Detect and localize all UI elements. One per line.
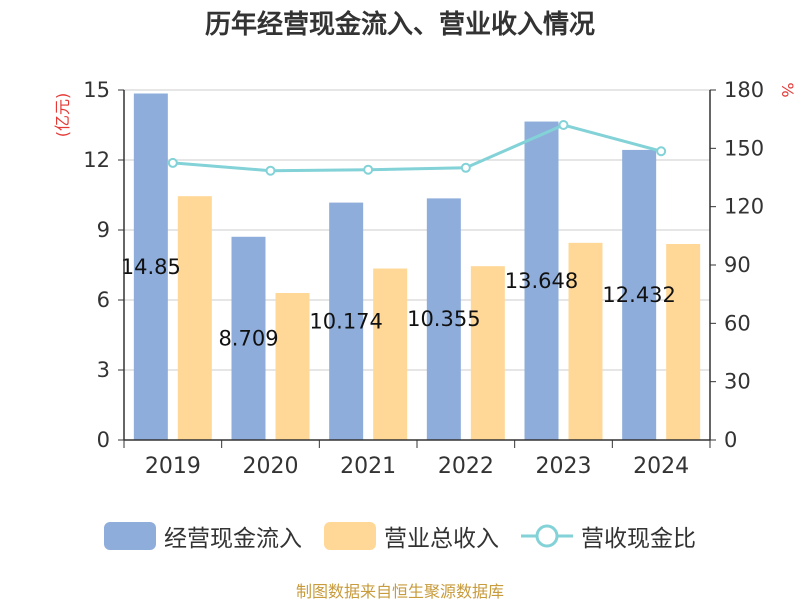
- y2-axis-tick-label: 0: [724, 428, 737, 452]
- bar-revenue: [275, 293, 310, 440]
- data-label-cash-inflow: 8.709: [218, 326, 278, 350]
- x-axis-tick-label: 2023: [536, 454, 592, 479]
- point-cash-ratio: [363, 164, 374, 175]
- legend-swatch-cash-inflow: [104, 522, 156, 550]
- legend-item-cash-ratio[interactable]: 营收现金比: [521, 519, 696, 553]
- point-cash-ratio: [656, 146, 667, 157]
- data-label-cash-inflow: 10.355: [407, 307, 480, 331]
- y2-axis-tick-label: 30: [724, 370, 751, 394]
- data-label-cash-inflow: 12.432: [602, 283, 675, 307]
- bar-cash-inflow: [231, 236, 266, 440]
- legend-line-marker-icon: [521, 524, 573, 548]
- x-axis-tick-label: 2019: [145, 454, 201, 479]
- bar-revenue: [568, 242, 603, 440]
- bar-cash-inflow: [524, 121, 559, 441]
- bar-cash-inflow: [622, 149, 657, 441]
- point-cash-ratio: [460, 162, 471, 173]
- legend-label-cash-inflow: 经营现金流入: [164, 526, 302, 552]
- y-axis-tick-label: 12: [83, 148, 110, 172]
- legend-item-revenue[interactable]: 营业总收入: [324, 519, 499, 553]
- x-axis-tick-label: 2024: [633, 454, 689, 479]
- y2-axis-tick-label: 180: [724, 78, 764, 102]
- chart-title: 历年经营现金流入、营业收入情况: [204, 10, 595, 40]
- y-axis-tick-label: 6: [97, 288, 110, 312]
- bar-cash-inflow: [426, 198, 461, 440]
- legend-label-cash-ratio: 营收现金比: [581, 526, 696, 552]
- point-cash-ratio: [167, 157, 178, 168]
- bar-revenue: [666, 244, 701, 440]
- point-cash-ratio: [558, 120, 569, 130]
- data-source-footer: 制图数据来自恒生聚源数据库: [295, 582, 504, 601]
- data-label-cash-inflow: 14.85: [121, 255, 181, 279]
- point-cash-ratio: [265, 165, 276, 176]
- x-axis-tick-label: 2022: [438, 454, 494, 479]
- line-cash-ratio: [172, 123, 662, 173]
- y-axis-tick-label: 0: [97, 428, 110, 452]
- y-axis-tick-label: 9: [97, 218, 110, 242]
- x-axis-tick-label: 2021: [340, 454, 396, 479]
- x-axis-tick-label: 2020: [243, 454, 299, 479]
- legend: 经营现金流入 营业总收入 营收现金比: [0, 516, 800, 556]
- y-axis-title: (亿元): [53, 93, 72, 138]
- legend-item-cash-inflow[interactable]: 经营现金流入: [104, 519, 302, 553]
- y2-axis-title: %: [778, 82, 797, 97]
- bar-cash-inflow: [133, 93, 168, 440]
- bar-revenue: [373, 268, 408, 440]
- y2-axis-tick-label: 150: [724, 136, 764, 160]
- y2-axis-tick-label: 120: [724, 195, 764, 219]
- legend-label-revenue: 营业总收入: [384, 526, 499, 552]
- bar-revenue: [470, 266, 505, 440]
- y-axis-tick-label: 15: [83, 78, 110, 102]
- y-axis-tick-label: 3: [97, 358, 110, 382]
- y2-axis-tick-label: 90: [724, 253, 751, 277]
- bar-revenue: [177, 196, 212, 440]
- y2-axis-tick-label: 60: [724, 311, 751, 335]
- data-label-cash-inflow: 13.648: [505, 269, 578, 293]
- bar-cash-inflow: [329, 202, 364, 440]
- legend-swatch-revenue: [324, 522, 376, 550]
- data-label-cash-inflow: 10.174: [309, 309, 382, 333]
